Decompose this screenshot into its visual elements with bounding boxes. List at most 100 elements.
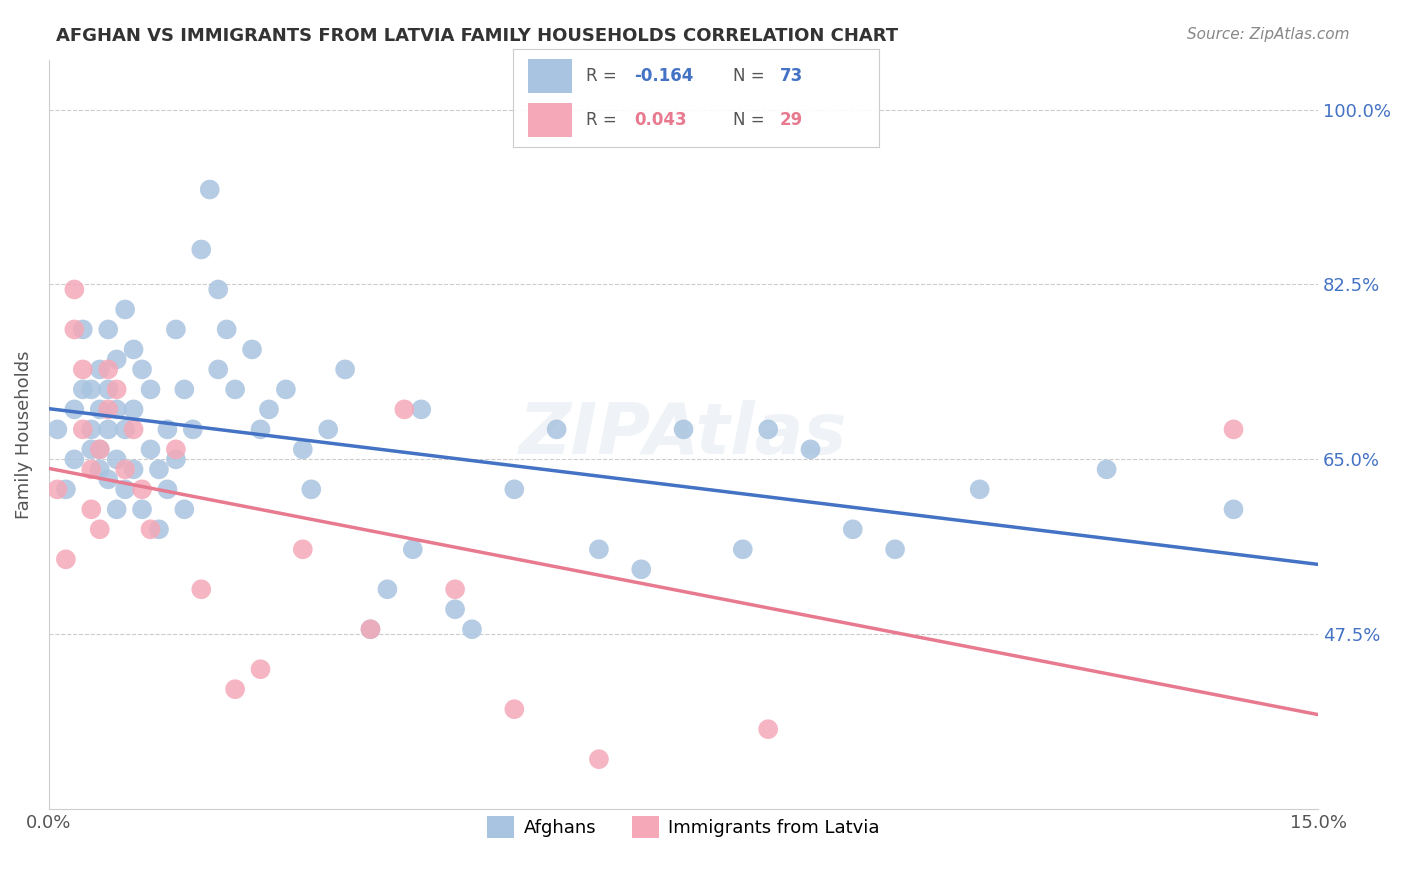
Immigrants from Latvia (360, 622, 382, 636)
Afghans (46, 422, 69, 436)
Afghans (173, 383, 195, 397)
Text: ZIPAtlas: ZIPAtlas (519, 400, 848, 469)
Text: 0.043: 0.043 (634, 111, 686, 128)
Immigrants from Latvia (394, 402, 416, 417)
Afghans (799, 442, 821, 457)
Afghans (316, 422, 339, 436)
Afghans (291, 442, 314, 457)
Afghans (672, 422, 695, 436)
Immigrants from Latvia (588, 752, 610, 766)
Afghans (114, 302, 136, 317)
Immigrants from Latvia (139, 522, 162, 536)
Afghans (89, 362, 111, 376)
Afghans (333, 362, 356, 376)
Afghans (207, 283, 229, 297)
Immigrants from Latvia (63, 322, 86, 336)
Afghans (884, 542, 907, 557)
Afghans (411, 402, 433, 417)
Afghans (63, 452, 86, 467)
Afghans (105, 402, 128, 417)
Afghans (444, 602, 467, 616)
Immigrants from Latvia (190, 582, 212, 597)
Afghans (402, 542, 425, 557)
Afghans (969, 483, 991, 497)
Immigrants from Latvia (291, 542, 314, 557)
Afghans (105, 352, 128, 367)
Afghans (89, 442, 111, 457)
Afghans (588, 542, 610, 557)
Immigrants from Latvia (165, 442, 187, 457)
Immigrants from Latvia (503, 702, 526, 716)
Afghans (165, 452, 187, 467)
Afghans (360, 622, 382, 636)
Immigrants from Latvia (55, 552, 77, 566)
Afghans (80, 383, 103, 397)
Afghans (731, 542, 754, 557)
Afghans (97, 422, 120, 436)
Legend: Afghans, Immigrants from Latvia: Afghans, Immigrants from Latvia (479, 809, 887, 845)
Immigrants from Latvia (80, 502, 103, 516)
Afghans (122, 462, 145, 476)
Afghans (249, 422, 271, 436)
Afghans (131, 502, 153, 516)
Afghans (156, 422, 179, 436)
Bar (527, 59, 572, 93)
Afghans (55, 483, 77, 497)
Bar (527, 103, 572, 137)
Immigrants from Latvia (105, 383, 128, 397)
Afghans (156, 483, 179, 497)
Immigrants from Latvia (72, 362, 94, 376)
Afghans (377, 582, 399, 597)
Afghans (105, 452, 128, 467)
Afghans (190, 243, 212, 257)
Immigrants from Latvia (122, 422, 145, 436)
Immigrants from Latvia (756, 722, 779, 736)
Afghans (80, 442, 103, 457)
Text: -0.164: -0.164 (634, 67, 693, 85)
Immigrants from Latvia (72, 422, 94, 436)
Immigrants from Latvia (444, 582, 467, 597)
Afghans (461, 622, 484, 636)
Afghans (1222, 502, 1244, 516)
Afghans (181, 422, 204, 436)
Y-axis label: Family Households: Family Households (15, 351, 32, 518)
Afghans (630, 562, 652, 576)
Immigrants from Latvia (46, 483, 69, 497)
Afghans (72, 322, 94, 336)
Afghans (72, 383, 94, 397)
Text: R =: R = (586, 111, 623, 128)
Afghans (299, 483, 322, 497)
Immigrants from Latvia (114, 462, 136, 476)
Immigrants from Latvia (80, 462, 103, 476)
Afghans (80, 422, 103, 436)
Afghans (207, 362, 229, 376)
Text: 29: 29 (780, 111, 803, 128)
Text: Source: ZipAtlas.com: Source: ZipAtlas.com (1187, 27, 1350, 42)
Afghans (756, 422, 779, 436)
Afghans (546, 422, 568, 436)
Immigrants from Latvia (97, 362, 120, 376)
Afghans (215, 322, 238, 336)
Immigrants from Latvia (97, 402, 120, 417)
Afghans (240, 343, 263, 357)
Immigrants from Latvia (1222, 422, 1244, 436)
Afghans (89, 462, 111, 476)
Text: N =: N = (733, 67, 769, 85)
Afghans (173, 502, 195, 516)
Afghans (114, 483, 136, 497)
Immigrants from Latvia (89, 442, 111, 457)
Afghans (114, 422, 136, 436)
Immigrants from Latvia (249, 662, 271, 676)
Immigrants from Latvia (63, 283, 86, 297)
Afghans (97, 322, 120, 336)
Afghans (89, 402, 111, 417)
Afghans (503, 483, 526, 497)
Immigrants from Latvia (131, 483, 153, 497)
Afghans (97, 383, 120, 397)
Afghans (139, 383, 162, 397)
Afghans (842, 522, 865, 536)
Afghans (1095, 462, 1118, 476)
Afghans (198, 182, 221, 196)
Text: 73: 73 (780, 67, 803, 85)
Afghans (148, 462, 170, 476)
